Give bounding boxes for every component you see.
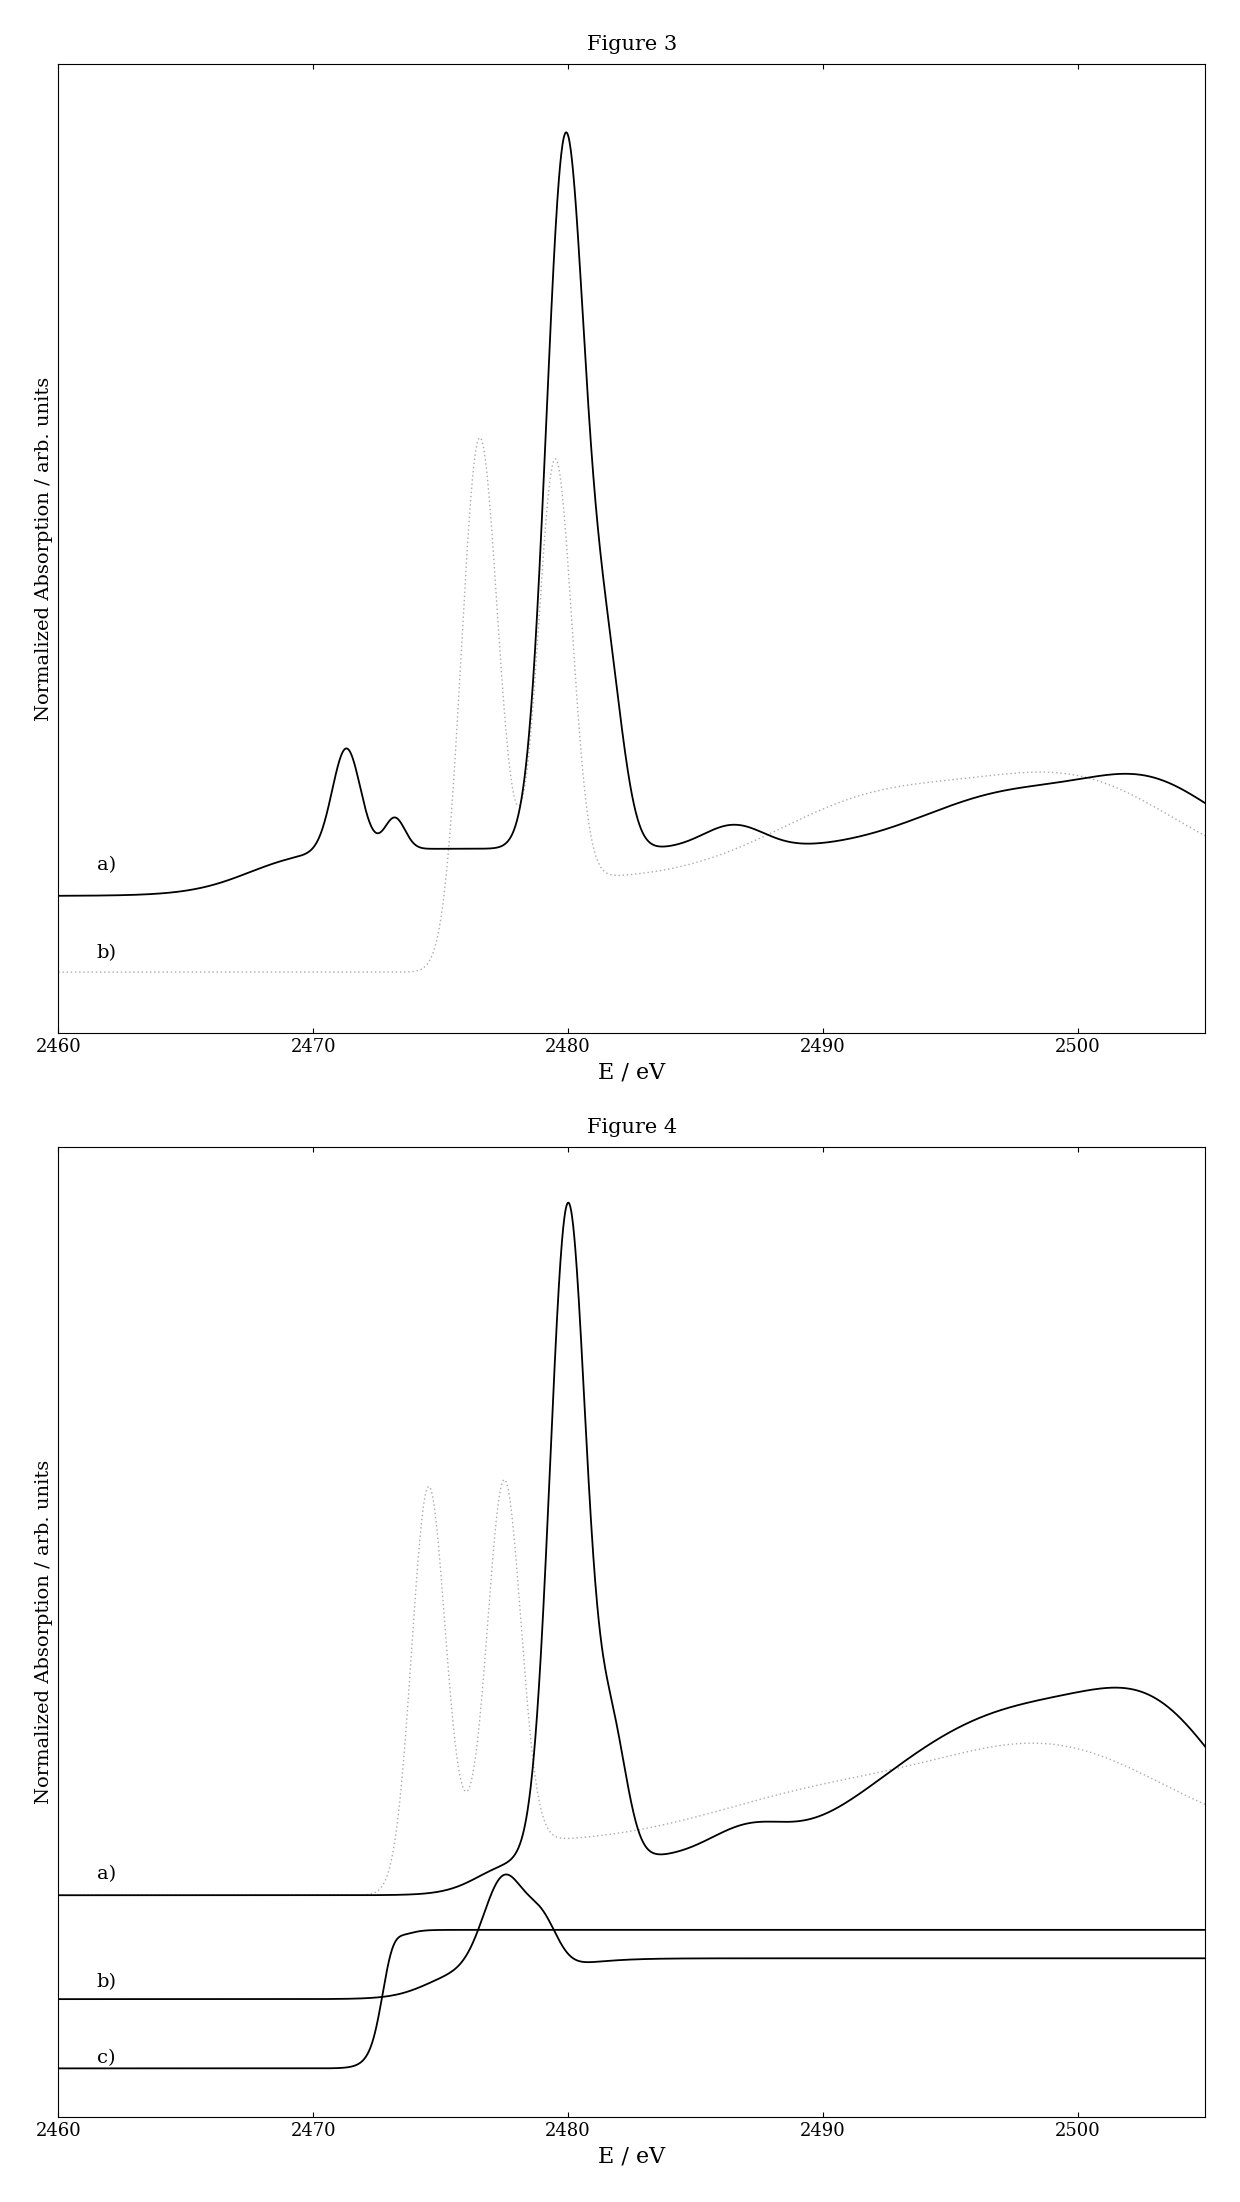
Title: Figure 4: Figure 4 [587, 1119, 677, 1138]
Text: b): b) [97, 945, 117, 962]
Text: c): c) [97, 2050, 115, 2068]
Text: b): b) [97, 1973, 117, 1991]
Y-axis label: Normalized Absorption / arb. units: Normalized Absorption / arb. units [35, 1460, 53, 1803]
Text: a): a) [97, 1865, 115, 1883]
Y-axis label: Normalized Absorption / arb. units: Normalized Absorption / arb. units [35, 377, 53, 720]
X-axis label: E / eV: E / eV [598, 1061, 666, 1083]
Title: Figure 3: Figure 3 [587, 35, 677, 53]
Text: a): a) [97, 857, 115, 874]
X-axis label: E / eV: E / eV [598, 2145, 666, 2167]
